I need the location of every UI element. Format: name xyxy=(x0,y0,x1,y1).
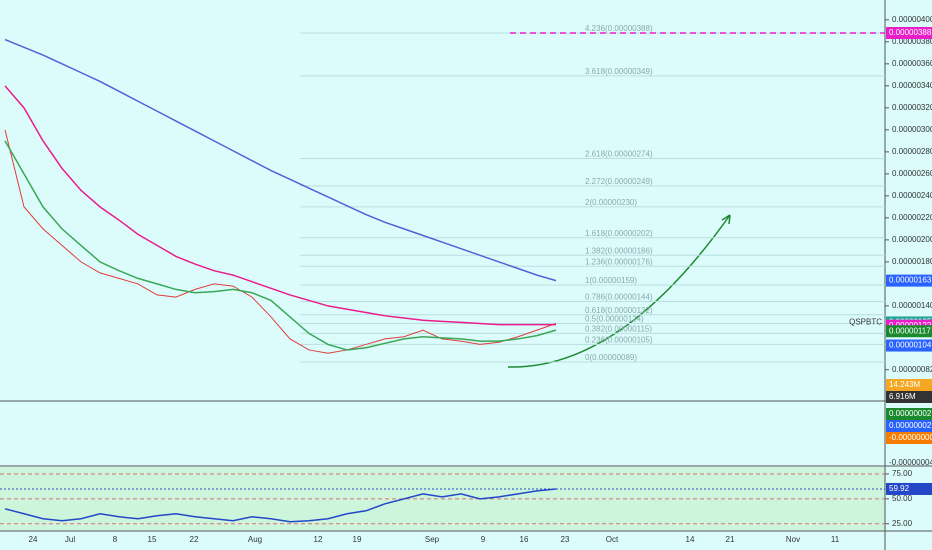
macd-badge xyxy=(886,408,932,420)
series-line xyxy=(4,140,557,351)
series-line xyxy=(4,129,557,354)
y-tick-label: 25.00 xyxy=(892,519,913,528)
fib-label: 1.236(0.00000176) xyxy=(585,257,653,266)
x-tick-label: 19 xyxy=(353,535,362,544)
fib-label: 2.618(0.00000274) xyxy=(585,150,653,159)
rsi-badge-label: 59.92 xyxy=(889,484,910,493)
x-tick-label: 16 xyxy=(520,535,529,544)
y-tick-label: 0.00000280 xyxy=(892,147,932,156)
macd-badge-label: 0.00000002 xyxy=(889,421,932,430)
macd-badge xyxy=(886,432,932,444)
volume-badge-label: 6.916M xyxy=(889,392,916,401)
x-tick-label: 22 xyxy=(190,535,199,544)
x-tick-label: 21 xyxy=(726,535,735,544)
price-badge-label: 0.00000388 xyxy=(889,28,932,37)
x-tick-label: Oct xyxy=(606,535,619,544)
y-tick-label: 0.00000360 xyxy=(892,59,932,68)
x-tick-label: Aug xyxy=(248,535,262,544)
y-tick-label: 0.00000260 xyxy=(892,169,932,178)
y-tick-label: 0.00000240 xyxy=(892,191,932,200)
y-tick-label: 0.00000380 xyxy=(892,37,932,46)
y-tick-label: 0.00000300 xyxy=(892,125,932,134)
fib-label: 0.618(0.00000132) xyxy=(585,306,653,315)
volume-badge xyxy=(886,391,932,403)
fib-label: 3.618(0.00000349) xyxy=(585,67,653,76)
price-badge-label: 0.00000163 xyxy=(889,276,932,285)
price-badge xyxy=(886,27,932,40)
series-line xyxy=(4,488,557,523)
price-badge xyxy=(886,339,932,352)
y-tick-label: 0.00000220 xyxy=(892,213,932,222)
fib-label: 1.618(0.00000202) xyxy=(585,229,653,238)
price-badge-label: 0.00000104 xyxy=(889,341,932,350)
volume-badge xyxy=(886,379,932,391)
macd-badge-label: -0.00000000 xyxy=(889,433,932,442)
x-tick-label: Jul xyxy=(65,535,75,544)
macd-axis-label: -0.00000004 xyxy=(889,458,932,467)
y-tick-label: 0.00000340 xyxy=(892,81,932,90)
fib-label: 1.382(0.00000186) xyxy=(585,246,653,255)
fib-label: 0.5(0.00000124) xyxy=(585,315,644,324)
y-tick-label: 0.00000200 xyxy=(892,235,932,244)
macd-badge-label: 0.00000002 xyxy=(889,409,932,418)
y-tick-label: 0.00000400 xyxy=(892,15,932,24)
fib-label: 0(0.00000089) xyxy=(585,353,637,362)
arrow-head xyxy=(721,214,731,225)
y-tick-label: 50.00 xyxy=(892,494,913,503)
x-tick-label: Nov xyxy=(786,535,800,544)
price-badge xyxy=(886,325,932,338)
x-tick-label: 24 xyxy=(29,535,38,544)
series-line xyxy=(4,38,557,282)
x-tick-label: 11 xyxy=(831,535,840,544)
fib-label: 0.786(0.00000144) xyxy=(585,293,653,302)
x-tick-label: 15 xyxy=(148,535,157,544)
y-tick-label: 0.00000180 xyxy=(892,257,932,266)
price-badge xyxy=(886,274,932,287)
y-tick-label: 0.00000082 xyxy=(892,365,932,374)
rsi-badge xyxy=(886,482,932,495)
x-tick-label: 14 xyxy=(686,535,695,544)
y-tick-label: 0.00000140 xyxy=(892,301,932,310)
x-tick-label: 12 xyxy=(314,535,323,544)
symbol-label: QSPBTC xyxy=(849,318,882,327)
fib-label: 0.382(0.00000115) xyxy=(585,325,652,334)
x-tick-label: 8 xyxy=(113,535,118,544)
fib-label: 1(0.00000159) xyxy=(585,276,637,285)
x-tick-label: Sep xyxy=(425,535,440,544)
fib-label: 4.236(0.00000388) xyxy=(585,24,653,33)
projection-arrow xyxy=(507,214,731,368)
price-badge-label: 0.00000117 xyxy=(889,326,931,335)
fib-label: 2(0.00000230) xyxy=(585,198,637,207)
series-line xyxy=(4,85,556,326)
y-tick-label: 75.00 xyxy=(892,469,913,478)
macd-badge xyxy=(886,420,932,432)
x-tick-label: 23 xyxy=(561,535,570,544)
fib-label: 0.236(0.00000105) xyxy=(585,336,653,345)
y-tick-label: 0.00000320 xyxy=(892,103,932,112)
volume-badge-label: 14.243M xyxy=(889,380,920,389)
x-tick-label: 9 xyxy=(481,535,486,544)
fib-label: 2.272(0.00000249) xyxy=(585,177,653,186)
